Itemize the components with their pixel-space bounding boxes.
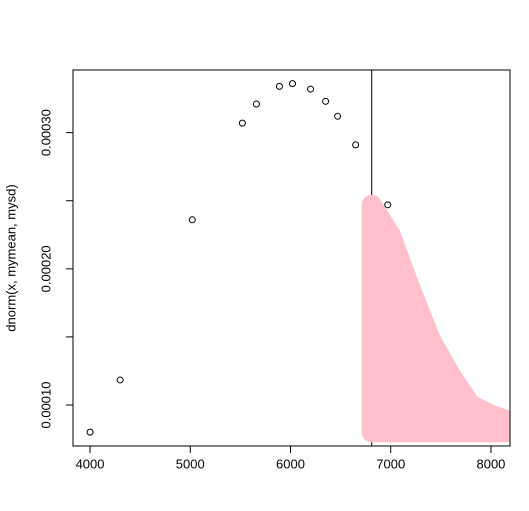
point: [116, 376, 124, 384]
x-tick-label: 5000: [176, 456, 205, 471]
x-tick-label: 4000: [76, 456, 105, 471]
point: [86, 428, 94, 436]
point: [252, 100, 260, 108]
x-tick-label: 6000: [276, 456, 305, 471]
point: [322, 97, 330, 105]
point: [307, 85, 315, 93]
y-tick-label: 0.00010: [38, 382, 53, 429]
point: [334, 112, 342, 120]
point: [238, 119, 246, 127]
point: [275, 82, 283, 90]
plot-area: [86, 70, 510, 446]
shaded-region: [361, 194, 510, 443]
y-tick-label: 0.00030: [38, 109, 53, 156]
x-tick-label: 7000: [376, 456, 405, 471]
point: [384, 201, 392, 209]
point: [188, 216, 196, 224]
plot-box: [72, 69, 511, 447]
point: [289, 80, 297, 88]
point: [352, 141, 360, 149]
x-tick-label: 8000: [476, 456, 505, 471]
y-axis-label: dnorm(x, mymean, mysd): [3, 184, 18, 331]
y-tick-label: 0.00020: [38, 245, 53, 292]
